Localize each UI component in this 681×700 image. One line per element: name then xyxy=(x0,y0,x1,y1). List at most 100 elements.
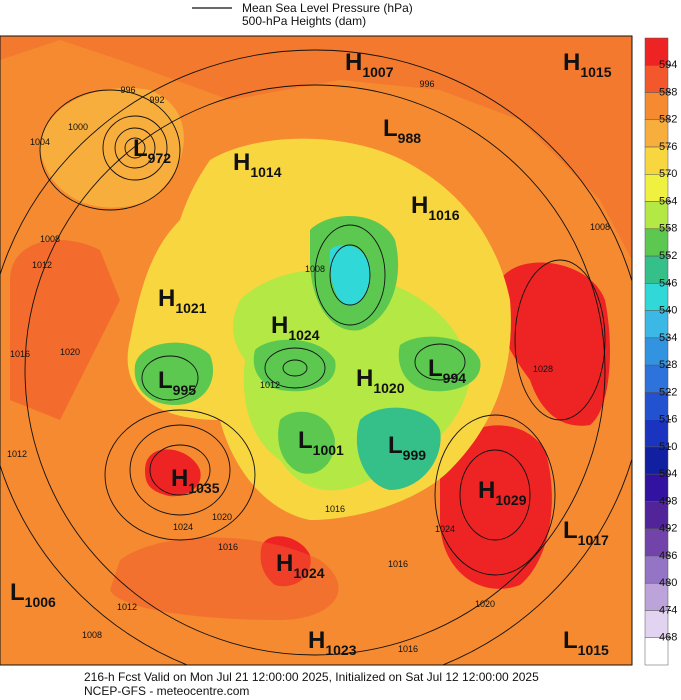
isobar-label: 992 xyxy=(149,95,164,105)
colorbar-label: 558 xyxy=(659,223,677,235)
center-value: 995 xyxy=(173,382,197,398)
center-type: H xyxy=(563,49,580,76)
pressure-center: H1035 xyxy=(171,465,220,496)
isobar-label: 1024 xyxy=(435,524,455,534)
isobar-label: 1012 xyxy=(7,449,27,459)
isobar-label: 1016 xyxy=(388,559,408,569)
center-type: H xyxy=(356,365,373,392)
pressure-center: H1014 xyxy=(233,149,282,180)
pressure-center: H1023 xyxy=(308,627,357,658)
isobar-label: 1024 xyxy=(173,522,193,532)
colorbar-label: 516 xyxy=(659,414,677,426)
center-value: 999 xyxy=(403,447,427,463)
region xyxy=(329,245,371,306)
legend-text: Mean Sea Level Pressure (hPa) xyxy=(242,1,413,15)
center-type: L xyxy=(298,427,313,454)
colorbar-label: 576 xyxy=(659,141,677,153)
map-frame xyxy=(0,35,633,666)
colorbar-label: 570 xyxy=(659,168,677,180)
center-type: H xyxy=(158,285,175,312)
center-value: 1023 xyxy=(325,642,356,658)
center-type: L xyxy=(563,517,578,544)
colorbar-label: 474 xyxy=(659,604,677,616)
isobar-label: 1012 xyxy=(260,380,280,390)
pressure-center: H1007 xyxy=(345,49,394,80)
isobar-label: 996 xyxy=(120,85,135,95)
legend-text: 500-hPa Heights (dam) xyxy=(242,14,366,28)
pressure-center: L1017 xyxy=(563,517,609,548)
isobar-label: 1008 xyxy=(82,630,102,640)
center-type: L xyxy=(10,579,25,606)
pressure-center: L1015 xyxy=(563,627,609,658)
pressure-center: L972 xyxy=(133,135,171,166)
center-value: 1021 xyxy=(175,300,206,316)
isobar-label: 1028 xyxy=(533,364,553,374)
colorbar-label: 594 xyxy=(659,59,677,71)
colorbar-label: 534 xyxy=(659,332,677,344)
center-value: 988 xyxy=(398,130,422,146)
center-type: L xyxy=(133,135,148,162)
region xyxy=(110,537,339,620)
center-value: 1015 xyxy=(580,64,611,80)
center-type: H xyxy=(171,465,188,492)
colorbar-label: 528 xyxy=(659,359,677,371)
center-value: 1015 xyxy=(578,642,609,658)
center-value: 1029 xyxy=(495,492,526,508)
colorbar-label: 468 xyxy=(659,632,677,644)
center-type: H xyxy=(308,627,325,654)
center-value: 1016 xyxy=(428,207,459,223)
region xyxy=(496,262,610,426)
isobar-label: 1008 xyxy=(590,222,610,232)
pressure-center: H1016 xyxy=(411,192,460,223)
colorbar-label: 522 xyxy=(659,386,677,398)
colorbar-label: 552 xyxy=(659,250,677,262)
center-value: 1017 xyxy=(578,532,609,548)
isobar-label: 1004 xyxy=(30,137,50,147)
center-type: H xyxy=(345,49,362,76)
pressure-center: L1006 xyxy=(10,579,56,610)
colorbar-label: 564 xyxy=(659,195,677,207)
center-type: H xyxy=(478,477,495,504)
contours xyxy=(0,49,632,665)
center-type: L xyxy=(158,367,173,394)
isobar-label: 1000 xyxy=(68,122,88,132)
center-value: 1024 xyxy=(288,327,319,343)
region xyxy=(145,449,201,497)
isobar-label: 1016 xyxy=(218,542,238,552)
isobar-label: 996 xyxy=(419,79,434,89)
isobar-label: 1016 xyxy=(325,504,345,514)
center-type: H xyxy=(271,312,288,339)
footer-text: 216-h Fcst Valid on Mon Jul 21 12:00:00 … xyxy=(84,670,539,684)
pressure-center: L994 xyxy=(428,355,466,386)
colorbar-label: 540 xyxy=(659,305,677,317)
colorbar-label: 480 xyxy=(659,577,677,589)
isobar-label: 1020 xyxy=(60,347,80,357)
isobar-label: 1020 xyxy=(475,599,495,609)
region xyxy=(398,336,481,392)
pressure-center: L995 xyxy=(158,367,196,398)
region xyxy=(0,36,632,260)
colorbar-label: 498 xyxy=(659,495,677,507)
pressure-center: H1015 xyxy=(563,49,612,80)
pressure-center: L999 xyxy=(388,432,426,463)
pressure-center: H1024 xyxy=(271,312,320,343)
pressure-center: H1021 xyxy=(158,285,207,316)
colorbar-label: 486 xyxy=(659,550,677,562)
colorbar-label: 582 xyxy=(659,114,677,126)
pressure-center: L988 xyxy=(383,115,421,146)
center-value: 972 xyxy=(148,150,172,166)
isobar-label: 1016 xyxy=(398,644,418,654)
isobar-label: 1012 xyxy=(32,260,52,270)
center-value: 1020 xyxy=(373,380,404,396)
region xyxy=(10,240,120,420)
pressure-center: L1001 xyxy=(298,427,344,458)
pressure-center: H1029 xyxy=(478,477,527,508)
region xyxy=(278,411,335,474)
center-value: 1001 xyxy=(313,442,344,458)
isobar-label: 1016 xyxy=(10,349,30,359)
colorbar: 594 588 582 576 570 564 558 552 546 540 534 528 522 5… xyxy=(644,37,677,666)
center-type: L xyxy=(388,432,403,459)
pressure-center: H1020 xyxy=(356,365,405,396)
